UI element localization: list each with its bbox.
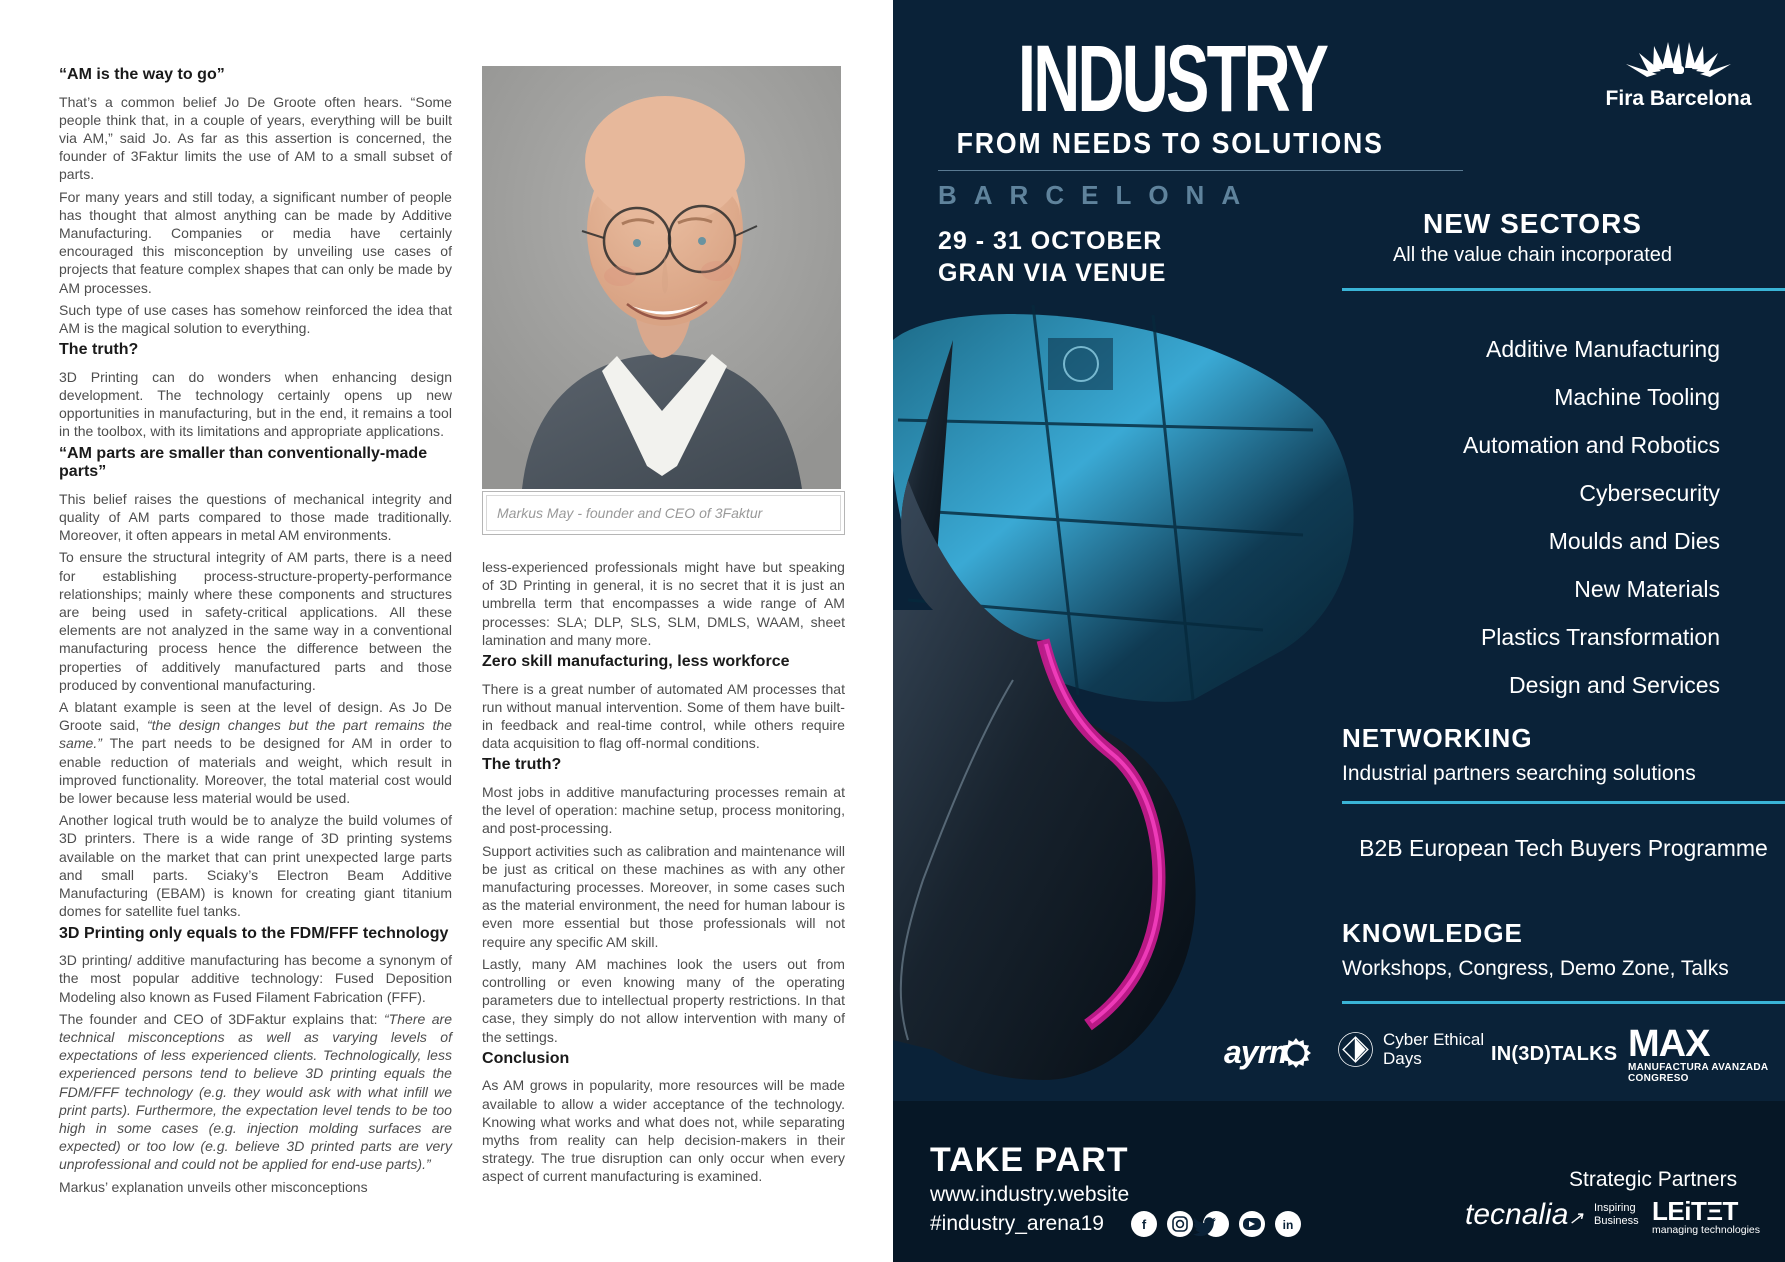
- svg-text:f: f: [1142, 1217, 1147, 1232]
- svg-text:in: in: [1283, 1218, 1294, 1232]
